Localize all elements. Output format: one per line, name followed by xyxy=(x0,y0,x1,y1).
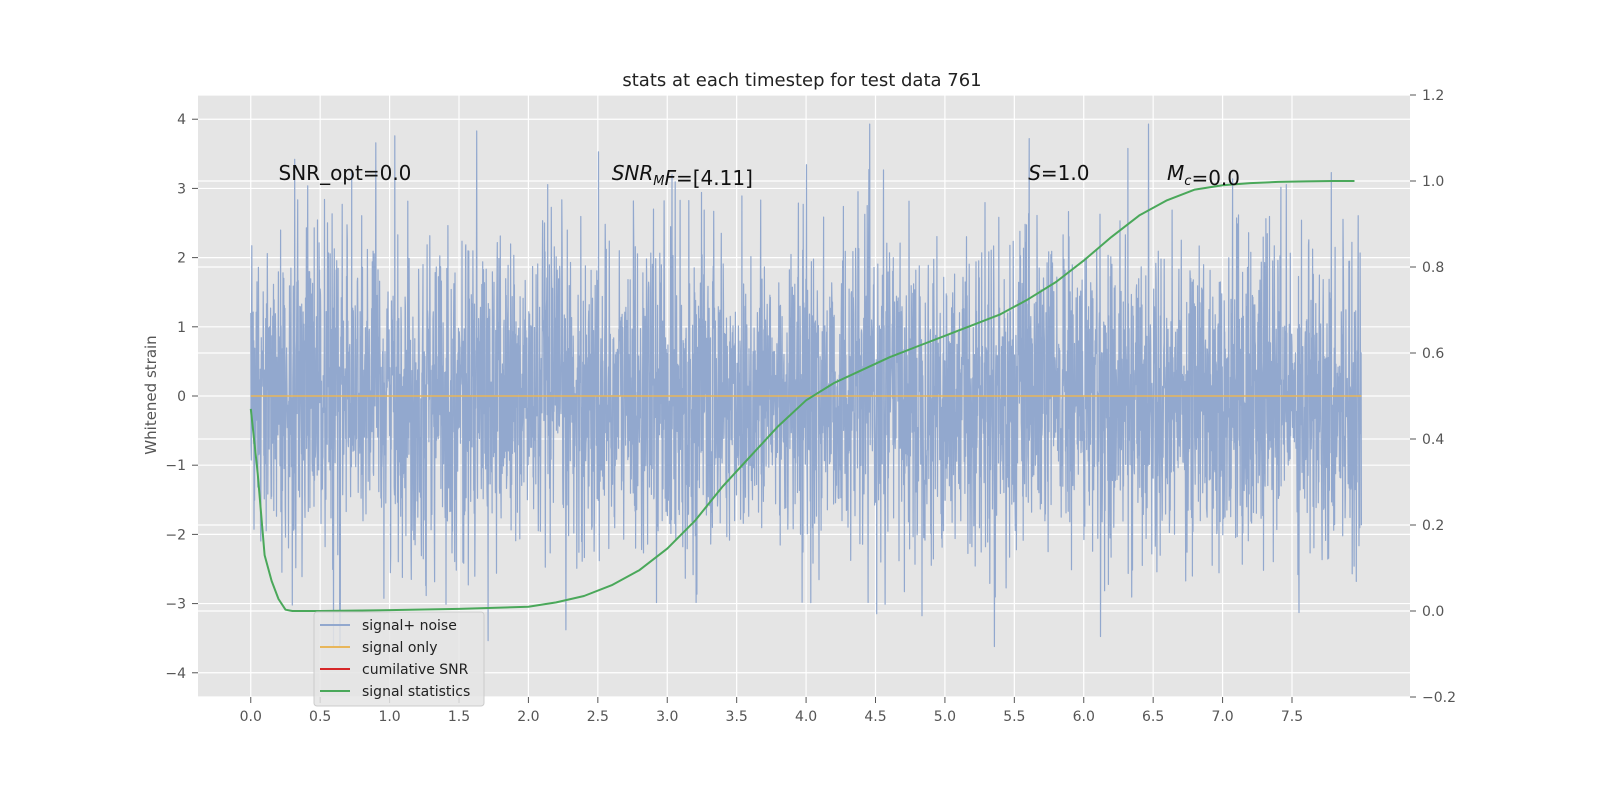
series-signal-statistics xyxy=(249,180,1355,612)
x-tick-label: 0.0 xyxy=(240,709,262,725)
annotation-mc: Mc=0.0 xyxy=(1167,161,1240,190)
y-tick-label: 0 xyxy=(177,389,186,405)
data-series xyxy=(249,123,1363,648)
y-tick-label: 4 xyxy=(177,112,186,128)
x-tick-label: 1.0 xyxy=(378,709,400,725)
x-tick-label: 6.0 xyxy=(1073,709,1095,725)
y-tick-label: −4 xyxy=(165,666,186,682)
y2-tick-label: 0.2 xyxy=(1422,518,1444,534)
series-signal-plus-noise xyxy=(250,123,1363,648)
x-tick-label: 4.5 xyxy=(864,709,886,725)
y-tick-label: −1 xyxy=(165,458,186,474)
y-tick-label: 1 xyxy=(177,320,186,336)
y-tick-label: 3 xyxy=(177,181,186,197)
x-tick-label: 7.5 xyxy=(1281,709,1303,725)
y2-tick-label: 0.4 xyxy=(1422,432,1444,448)
legend: signal+ noise signal only cumilative SNR si… xyxy=(313,611,485,707)
legend-label: signal+ noise xyxy=(362,618,457,634)
axis-ticks: 0.0 0.5 1.0 1.5 2.0 2.5 3.0 3.5 4.0 4.5 5.0 5.5 6.0 6… xyxy=(165,88,1456,725)
y-tick-label: −3 xyxy=(165,597,186,613)
x-tick-label: 7.0 xyxy=(1211,709,1233,725)
x-tick-label: 2.5 xyxy=(587,709,609,725)
annotation-snr-opt: SNR_opt=0.0 xyxy=(279,161,412,185)
legend-label: signal only xyxy=(362,640,437,656)
x-tick-label: 1.5 xyxy=(448,709,470,725)
x-tick-label: 5.0 xyxy=(934,709,956,725)
x-tick-label: 2.0 xyxy=(517,709,539,725)
y2-tick-label: 1.0 xyxy=(1422,174,1444,190)
x-tick-label: 6.5 xyxy=(1142,709,1164,725)
x-tick-label: 3.0 xyxy=(656,709,678,725)
y2-tick-label: 0.8 xyxy=(1422,260,1444,276)
legend-box xyxy=(313,611,485,707)
x-tick-label: 3.5 xyxy=(726,709,748,725)
legend-label: signal statistics xyxy=(362,684,470,700)
x-tick-label: 5.5 xyxy=(1003,709,1025,725)
annotation-snr-mf: SNRMF=[4.11] xyxy=(612,161,753,190)
annotation-s-stat: S=1.0 xyxy=(1028,161,1089,185)
y2-tick-label: 1.2 xyxy=(1422,88,1444,104)
y-tick-label: −2 xyxy=(165,527,186,543)
x-tick-label: 0.5 xyxy=(309,709,331,725)
x-tick-label: 4.0 xyxy=(795,709,817,725)
y-axis-label: Whitened strain xyxy=(142,335,160,454)
y2-tick-label: −0.2 xyxy=(1422,690,1456,706)
legend-label: cumilative SNR xyxy=(362,662,469,678)
y2-tick-label: 0.0 xyxy=(1422,604,1444,620)
y2-tick-label: 0.6 xyxy=(1422,346,1444,362)
chart-title: stats at each timestep for test data 761 xyxy=(622,70,981,91)
y-tick-label: 2 xyxy=(177,251,186,267)
annotations: SNR_opt=0.0 SNRMF=[4.11] S=1.0 Mc=0.0 xyxy=(279,161,1241,190)
